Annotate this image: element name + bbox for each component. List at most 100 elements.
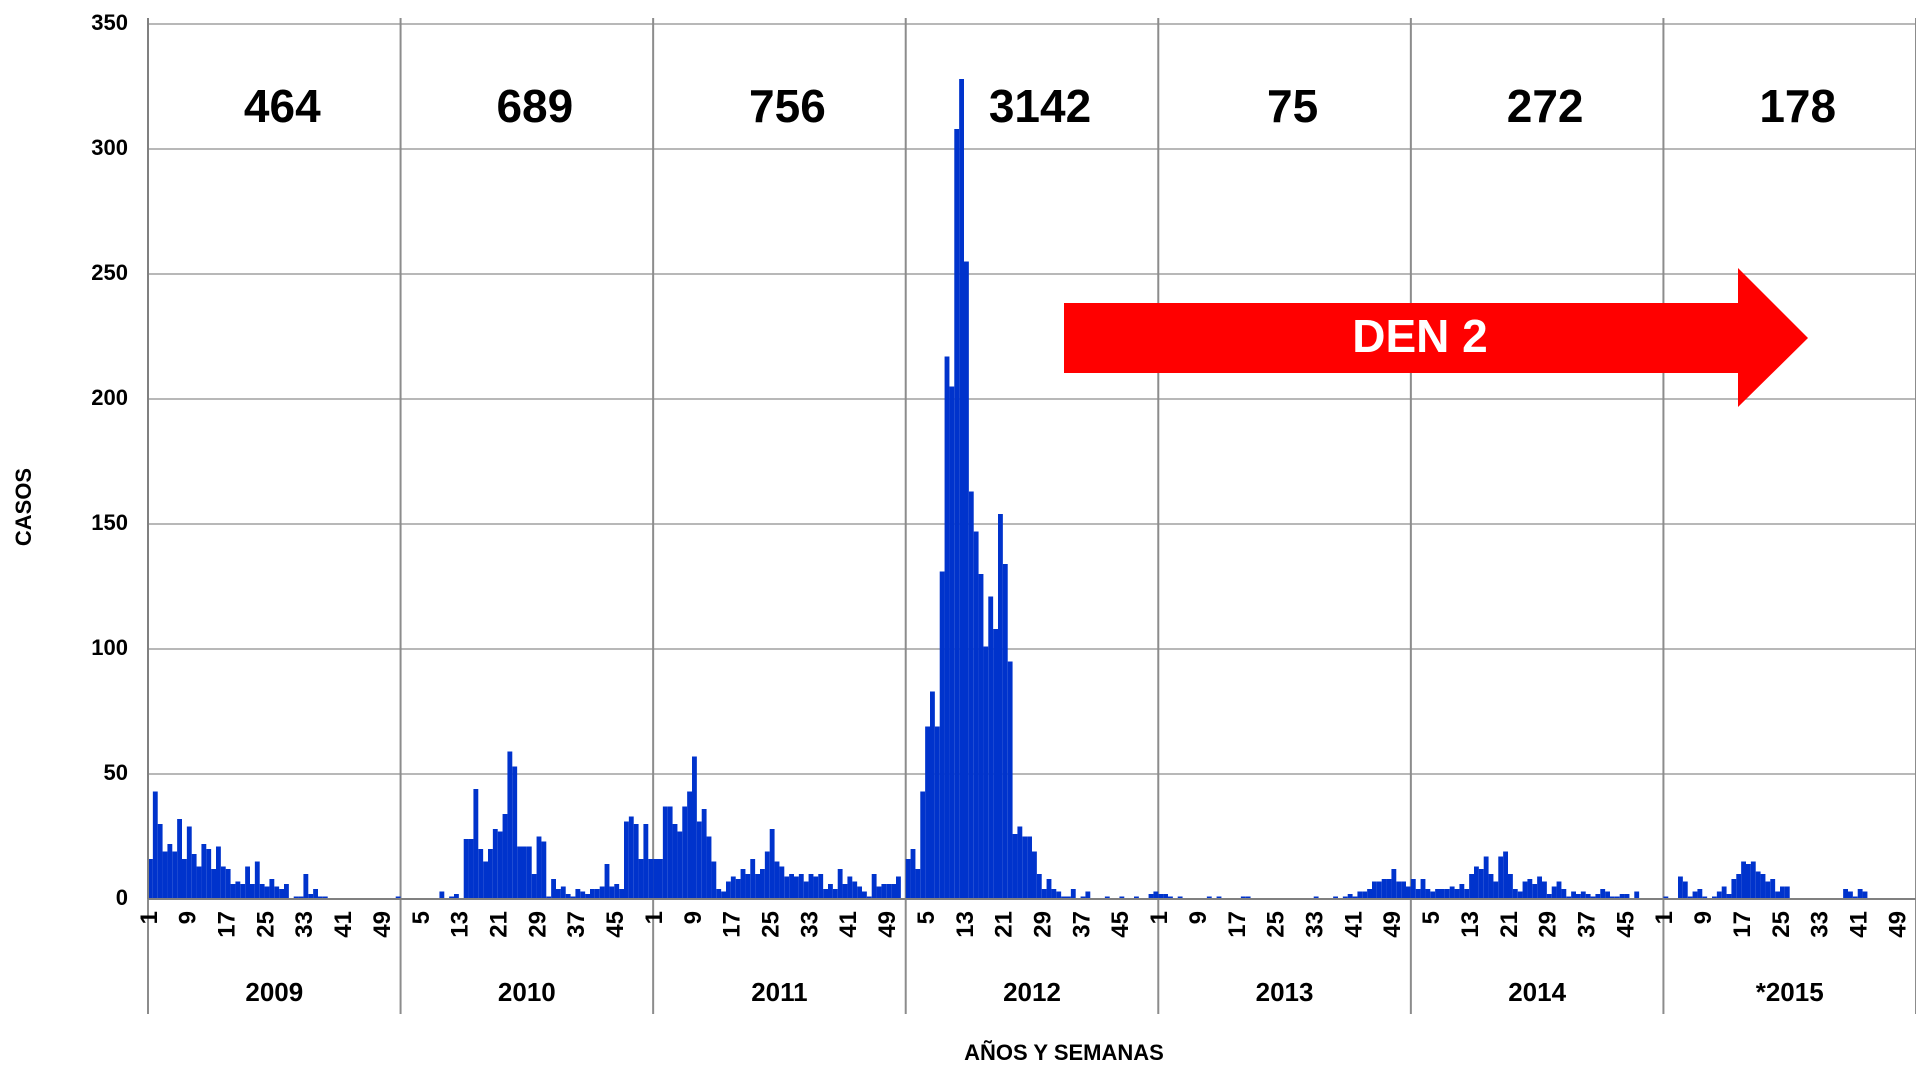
bar (1449, 886, 1455, 899)
bar (662, 806, 668, 899)
bar (1532, 884, 1538, 899)
bar (1551, 886, 1557, 899)
bar (157, 824, 163, 899)
bar (196, 866, 202, 899)
y-tick-label: 150 (91, 510, 128, 535)
bar (1687, 896, 1693, 899)
bar (1066, 896, 1071, 899)
y-tick-label: 50 (104, 760, 128, 785)
y-tick-label: 250 (91, 260, 128, 285)
year-total: 689 (496, 80, 573, 132)
bar (638, 859, 644, 899)
year-label: 2013 (1256, 977, 1314, 1007)
bar (988, 596, 994, 899)
x-tick-label: 17 (213, 911, 240, 938)
x-tick-label: 45 (602, 911, 629, 938)
bar (944, 356, 950, 899)
bar (1585, 894, 1591, 899)
bar (682, 806, 688, 899)
bar (672, 824, 678, 899)
bar (1605, 891, 1610, 899)
bar (891, 884, 896, 899)
bar (1512, 889, 1518, 899)
bar (1576, 894, 1581, 899)
bar (832, 889, 838, 899)
bar (1663, 896, 1669, 899)
bar (517, 846, 522, 899)
bar (1425, 889, 1431, 899)
bar (585, 894, 590, 899)
x-tick-label: 9 (680, 911, 707, 924)
bar (1444, 889, 1450, 899)
bar (1061, 896, 1066, 899)
bar (167, 844, 173, 899)
bar (925, 726, 930, 899)
bar (1406, 886, 1411, 899)
bar (1522, 881, 1528, 899)
bar (978, 574, 984, 899)
bar (1736, 874, 1742, 899)
bar (594, 889, 600, 899)
bar (1119, 896, 1125, 899)
bar (881, 884, 887, 899)
x-tick-label: 5 (1418, 911, 1445, 924)
bar (531, 874, 537, 899)
bar (774, 861, 780, 899)
bar (395, 896, 401, 899)
bar (818, 874, 824, 899)
bar (1488, 874, 1494, 899)
bar (730, 876, 736, 899)
bar (930, 691, 935, 899)
x-tick-label: 33 (796, 911, 823, 938)
bar (191, 854, 197, 899)
x-tick-label: 49 (1379, 911, 1406, 938)
bar (1002, 564, 1008, 899)
bar (483, 861, 488, 899)
bar (1396, 881, 1402, 899)
x-tick-label: 5 (408, 911, 435, 924)
bar (998, 514, 1003, 899)
bar (993, 629, 998, 899)
bar (1493, 881, 1499, 899)
x-tick-label: 1 (1651, 911, 1678, 924)
bar (1357, 891, 1363, 899)
x-tick-label: 37 (1068, 911, 1095, 938)
x-tick-label: 41 (330, 911, 357, 938)
x-tick-label: 45 (1107, 911, 1134, 938)
bar (1478, 869, 1484, 899)
bar (1755, 871, 1761, 899)
bar (551, 879, 556, 899)
bar (764, 851, 770, 899)
bar (284, 884, 289, 899)
bar (269, 879, 275, 899)
bar (653, 859, 658, 899)
bar (973, 531, 979, 899)
bar (857, 886, 862, 899)
bar (1741, 861, 1746, 899)
bar (964, 261, 969, 899)
bar (1692, 891, 1698, 899)
bar (560, 886, 566, 899)
x-tick-label: 29 (1535, 911, 1562, 938)
bar (876, 886, 882, 899)
year-label: 2009 (245, 977, 303, 1007)
bar (779, 866, 785, 899)
bar (624, 821, 629, 899)
bar (1410, 879, 1416, 899)
bar (1721, 886, 1727, 899)
bar (968, 491, 974, 899)
year-label: 2011 (751, 977, 807, 1007)
bar (609, 886, 615, 899)
bar (293, 896, 299, 899)
bar (1342, 896, 1348, 899)
bar (696, 821, 702, 899)
x-tick-label: 9 (1690, 911, 1717, 924)
bar (590, 889, 595, 899)
bar (492, 829, 498, 899)
bar (1517, 891, 1523, 899)
bar (745, 874, 751, 899)
bar (177, 819, 182, 899)
x-tick-label: 9 (1185, 911, 1212, 924)
bar (235, 881, 241, 899)
